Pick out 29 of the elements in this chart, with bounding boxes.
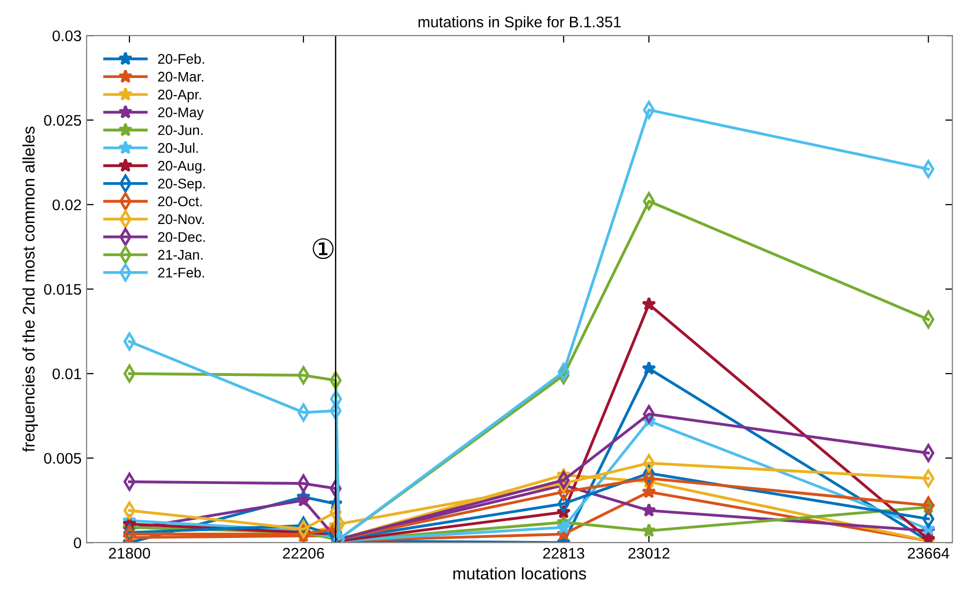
legend-label: 21-Jan. [158, 250, 202, 260]
x-tick-label: 22206 [282, 548, 324, 559]
y-tick-label: 0.02 [52, 199, 81, 210]
y-tick-label: 0 [74, 537, 82, 548]
legend-label: 20-Aug. [158, 160, 205, 174]
legend-label: 20-Dec. [158, 232, 205, 242]
legend-label: 20-Feb. [158, 54, 204, 64]
legend-label: 20-Oct. [158, 196, 202, 206]
y-tick-label: 0.01 [52, 368, 81, 380]
chart-title: mutations in Spike for B.1.351 [418, 16, 621, 30]
legend-label: 21-Feb. [158, 267, 204, 278]
legend-label: 20-Apr. [158, 90, 201, 102]
x-tick-label: 22813 [543, 548, 584, 559]
y-tick-label: 0.005 [44, 452, 82, 464]
legend-label: 20-Mar. [158, 72, 204, 82]
y-tick-label: 0.015 [44, 284, 82, 295]
x-tick-label: 23012 [628, 548, 670, 559]
y-tick-label: 0.025 [44, 114, 82, 126]
x-tick-label: 21800 [108, 548, 150, 559]
legend-label: 20-Jul. [158, 142, 198, 153]
legend-label: 20-Jun. [158, 125, 202, 136]
x-tick-label: 23664 [908, 548, 950, 559]
legend-label: 20-Nov. [158, 214, 204, 224]
annotation: ① [312, 238, 334, 259]
legend-label: 20-Sep. [158, 178, 205, 192]
y-axis-title: frequencies of the 2nd most common alleles [22, 126, 38, 452]
legend-label: 20-May [158, 107, 204, 120]
x-axis-title: mutation locations [453, 567, 586, 580]
y-tick-label: 0.03 [52, 30, 82, 42]
